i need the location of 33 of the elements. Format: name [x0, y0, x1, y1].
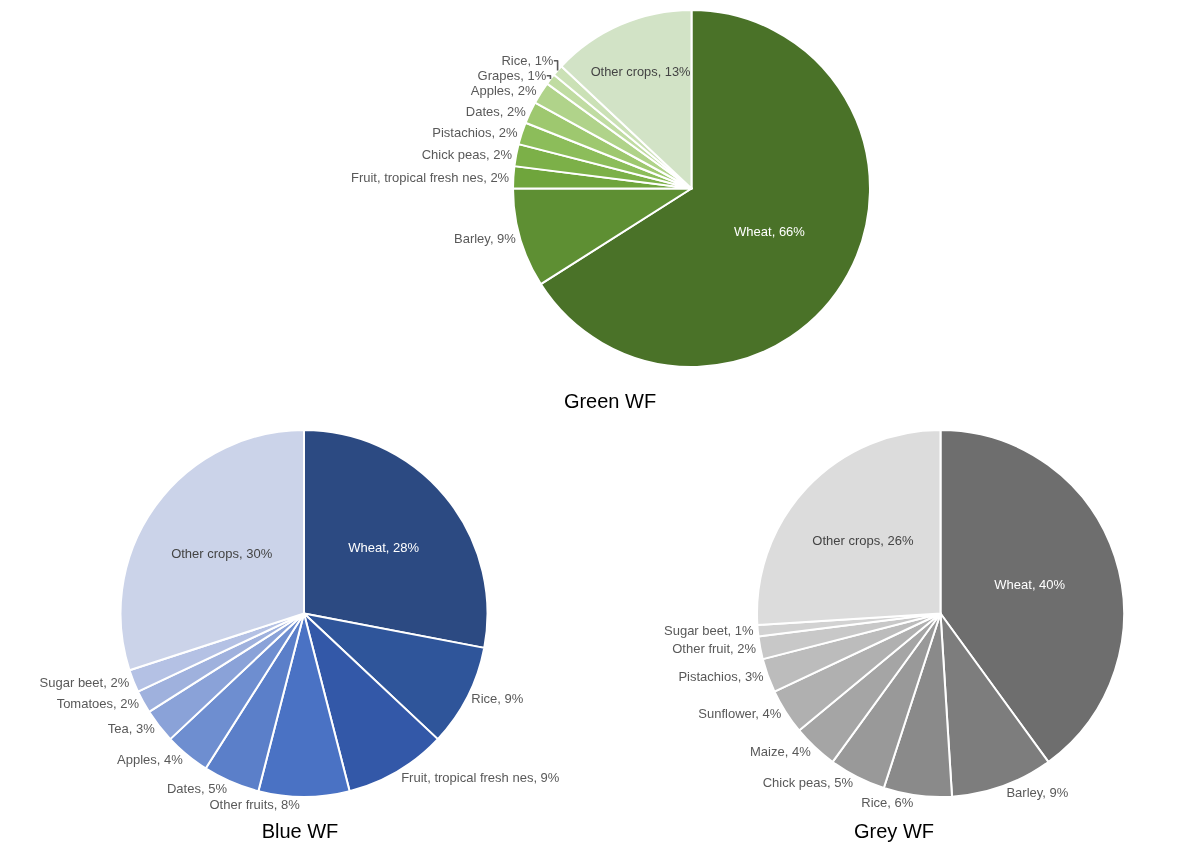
slice-label: Barley, 9%	[1006, 785, 1069, 801]
slice-label: Tea, 3%	[107, 721, 156, 737]
slice-label: Tomatoes, 2%	[56, 696, 140, 712]
slice-label: Chick peas, 2%	[421, 147, 513, 163]
slice-label: Barley, 9%	[454, 231, 517, 247]
slice-label: Sugar beet, 2%	[39, 674, 130, 690]
text: Grey WF	[854, 819, 934, 842]
slice-label: Wheat, 66%	[734, 224, 806, 239]
slice-label: Wheat, 28%	[348, 539, 420, 555]
slice-label: Apples, 2%	[470, 83, 538, 99]
slice-label: Dates, 5%	[166, 780, 228, 796]
slice-label: Rice, 1%	[501, 53, 554, 69]
slice-label: Maize, 4%	[750, 743, 812, 759]
slice-label: Other fruit, 2%	[672, 640, 757, 656]
slice-label: Chick peas, 5%	[762, 775, 854, 791]
slice-label: Wheat, 40%	[994, 576, 1066, 592]
slice-label: Fruit, tropical fresh nes, 2%	[350, 169, 510, 185]
text: Green WF	[563, 389, 657, 412]
text: Blue WF	[261, 819, 339, 842]
slice-label: Sugar beet, 1%	[664, 623, 755, 639]
slice-label: Sunflower, 4%	[698, 706, 782, 722]
slice-label: Other crops, 13%	[590, 63, 691, 79]
slice-label: Pistachios, 2%	[432, 125, 518, 141]
slice-label: Other crops, 30%	[171, 546, 273, 562]
slice-label: Pistachios, 3%	[678, 669, 765, 685]
slice-label: Other crops, 26%	[812, 533, 914, 549]
slice-label: Dates, 2%	[465, 103, 527, 119]
slice-label: Apples, 4%	[117, 751, 184, 767]
slice-label: Grapes, 1%	[477, 68, 547, 84]
slice-label: Fruit, tropical fresh nes, 9%	[401, 769, 560, 785]
slice-label: Rice, 9%	[471, 690, 524, 706]
slice-label: Other fruits, 8%	[209, 797, 301, 812]
slice-label: Rice, 6%	[861, 795, 914, 811]
